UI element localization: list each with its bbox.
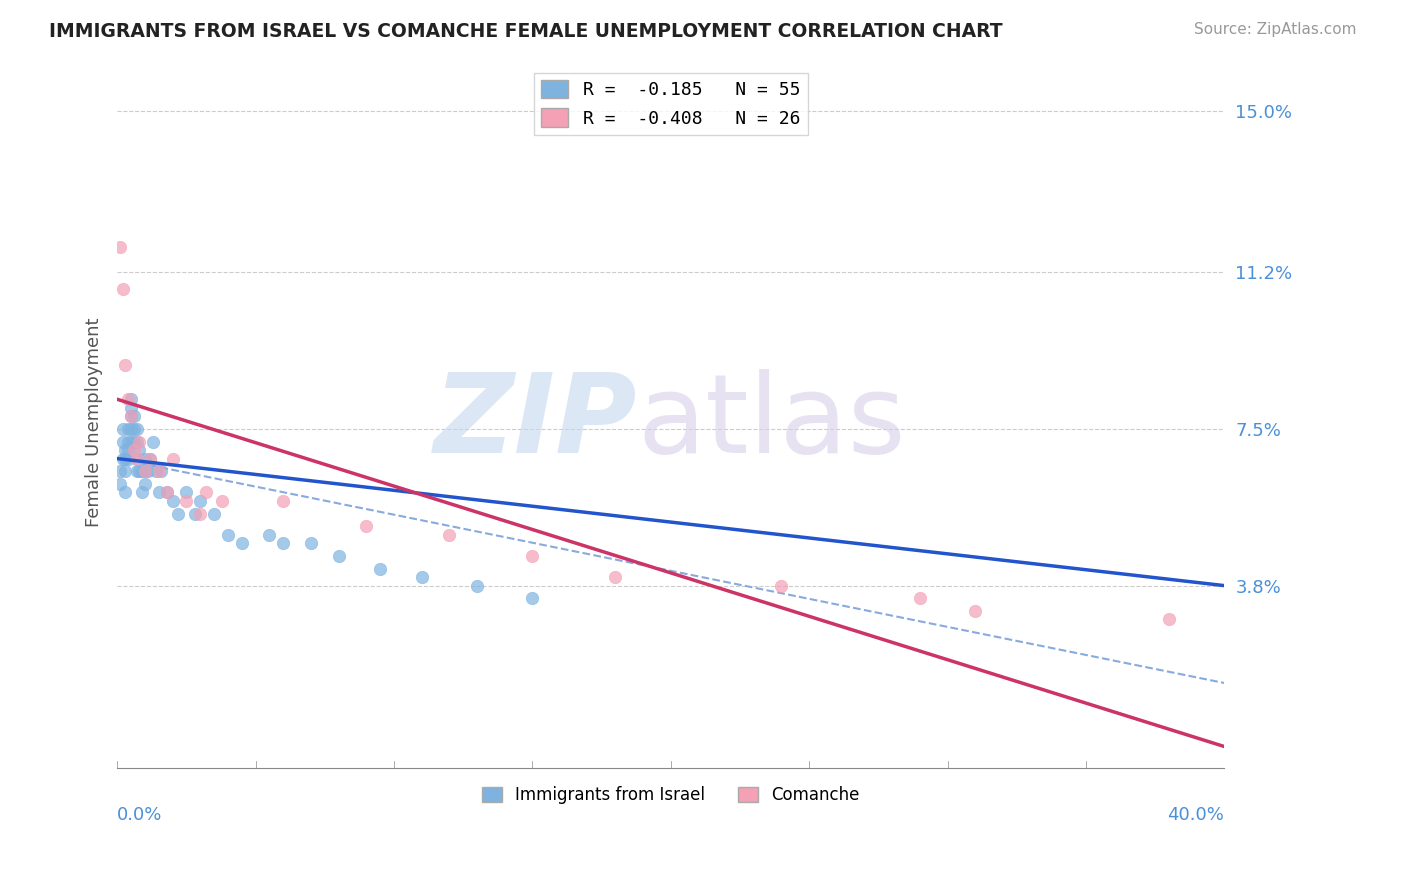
Text: atlas: atlas bbox=[637, 369, 905, 476]
Point bbox=[183, 507, 205, 521]
Point bbox=[108, 240, 131, 254]
Point bbox=[211, 494, 233, 508]
Point bbox=[114, 485, 136, 500]
Point bbox=[271, 536, 294, 550]
Point bbox=[150, 464, 173, 478]
Point bbox=[122, 422, 145, 436]
Point bbox=[145, 464, 167, 478]
Point bbox=[108, 464, 131, 478]
Point bbox=[125, 434, 148, 449]
Point bbox=[148, 485, 170, 500]
Point bbox=[194, 485, 217, 500]
Point bbox=[299, 536, 322, 550]
Point bbox=[114, 451, 136, 466]
Point bbox=[368, 562, 391, 576]
Point bbox=[134, 451, 156, 466]
Point bbox=[111, 451, 134, 466]
Text: 40.0%: 40.0% bbox=[1167, 805, 1225, 823]
Point bbox=[117, 451, 139, 466]
Point bbox=[328, 549, 350, 563]
Point bbox=[271, 494, 294, 508]
Point bbox=[117, 443, 139, 458]
Point bbox=[128, 464, 150, 478]
Point bbox=[111, 422, 134, 436]
Point bbox=[231, 536, 253, 550]
Point bbox=[134, 464, 156, 478]
Point bbox=[131, 485, 153, 500]
Point bbox=[125, 451, 148, 466]
Point bbox=[465, 579, 488, 593]
Point bbox=[128, 434, 150, 449]
Text: ZIP: ZIP bbox=[434, 369, 637, 476]
Point bbox=[120, 422, 142, 436]
Point bbox=[439, 528, 461, 542]
Point bbox=[128, 443, 150, 458]
Point bbox=[134, 477, 156, 491]
Point bbox=[605, 570, 627, 584]
Point bbox=[111, 434, 134, 449]
Point bbox=[411, 570, 433, 584]
Point bbox=[142, 434, 165, 449]
Point bbox=[125, 464, 148, 478]
Point bbox=[908, 591, 931, 606]
Point bbox=[176, 494, 198, 508]
Point bbox=[125, 422, 148, 436]
Point bbox=[217, 528, 239, 542]
Point bbox=[114, 443, 136, 458]
Point bbox=[131, 464, 153, 478]
Point bbox=[122, 443, 145, 458]
Point bbox=[356, 519, 378, 533]
Point bbox=[120, 401, 142, 415]
Point bbox=[120, 392, 142, 407]
Point bbox=[111, 282, 134, 296]
Point bbox=[108, 477, 131, 491]
Point bbox=[122, 409, 145, 424]
Point bbox=[117, 434, 139, 449]
Point bbox=[156, 485, 179, 500]
Point bbox=[120, 409, 142, 424]
Point bbox=[176, 485, 198, 500]
Point bbox=[965, 604, 987, 618]
Point bbox=[162, 494, 184, 508]
Point bbox=[162, 451, 184, 466]
Point bbox=[139, 451, 162, 466]
Point bbox=[188, 507, 211, 521]
Legend: Immigrants from Israel, Comanche: Immigrants from Israel, Comanche bbox=[475, 780, 866, 811]
Point bbox=[117, 422, 139, 436]
Y-axis label: Female Unemployment: Female Unemployment bbox=[86, 318, 103, 527]
Point bbox=[117, 392, 139, 407]
Point bbox=[114, 464, 136, 478]
Point bbox=[1157, 612, 1180, 626]
Point bbox=[122, 434, 145, 449]
Text: Source: ZipAtlas.com: Source: ZipAtlas.com bbox=[1194, 22, 1357, 37]
Point bbox=[259, 528, 281, 542]
Point bbox=[148, 464, 170, 478]
Point bbox=[139, 451, 162, 466]
Point bbox=[120, 409, 142, 424]
Text: 0.0%: 0.0% bbox=[117, 805, 163, 823]
Text: IMMIGRANTS FROM ISRAEL VS COMANCHE FEMALE UNEMPLOYMENT CORRELATION CHART: IMMIGRANTS FROM ISRAEL VS COMANCHE FEMAL… bbox=[49, 22, 1002, 41]
Point bbox=[522, 591, 544, 606]
Point bbox=[202, 507, 225, 521]
Point bbox=[167, 507, 190, 521]
Point bbox=[114, 359, 136, 373]
Point bbox=[134, 464, 156, 478]
Point bbox=[770, 579, 793, 593]
Point bbox=[522, 549, 544, 563]
Point bbox=[156, 485, 179, 500]
Point bbox=[136, 464, 159, 478]
Point bbox=[120, 434, 142, 449]
Point bbox=[125, 451, 148, 466]
Point bbox=[188, 494, 211, 508]
